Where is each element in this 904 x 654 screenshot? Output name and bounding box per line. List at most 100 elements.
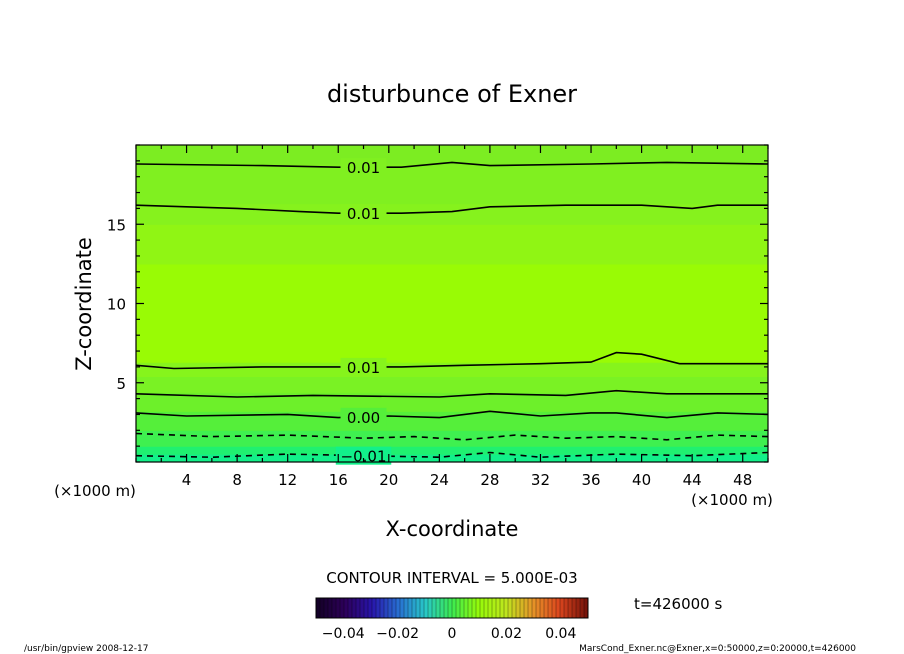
axis-ticks <box>135 144 769 463</box>
colorbar-strip <box>440 598 445 618</box>
y-tick-label: 5 <box>116 375 126 393</box>
colorbar-strip <box>344 598 349 618</box>
colorbar-strip <box>396 598 401 618</box>
x-tick-label: 8 <box>232 471 242 489</box>
contour-line <box>136 451 768 459</box>
x-tick-label: 28 <box>480 471 499 489</box>
colorbar-tick-label: 0.02 <box>491 626 522 642</box>
colorbar-strip <box>536 598 541 618</box>
contour-line <box>136 161 768 168</box>
field-band <box>136 263 768 363</box>
contour-label-bg <box>340 158 387 177</box>
colorbar-strip <box>412 598 417 618</box>
colorbar-strip <box>448 598 453 618</box>
field-band <box>136 164 768 205</box>
y-tick-labels: 5 10 15 <box>107 216 126 393</box>
y-axis-label: Z-coordinate <box>72 237 96 371</box>
x-tick-label: 16 <box>329 471 348 489</box>
colorbar-tick-label: −0.02 <box>376 626 419 642</box>
colorbar-strip <box>544 598 549 618</box>
colorbar-strip <box>400 598 405 618</box>
colorbar-frame <box>315 597 589 619</box>
colorbar-strip <box>520 598 525 618</box>
x-tick-label: 12 <box>278 471 297 489</box>
contour-label: 0.01 <box>347 205 380 223</box>
x-unit-label: (×1000 m) <box>691 491 773 509</box>
x-tick-label: 32 <box>531 471 550 489</box>
x-tick-labels: 4 8 12 16 20 24 28 32 36 40 44 48 <box>182 471 752 489</box>
colorbar-strip <box>424 598 429 618</box>
contour-line <box>136 204 768 214</box>
x-tick-label: 24 <box>430 471 449 489</box>
contour-line <box>136 432 768 441</box>
footer-right: MarsCond_Exner.nc@Exner,x=0:50000,z=0:20… <box>579 644 856 654</box>
field-bands <box>136 145 768 462</box>
colorbar-strip <box>364 598 369 618</box>
colorbar-strip <box>408 598 413 618</box>
x-tick-label: 36 <box>581 471 600 489</box>
colorbar-strip <box>584 598 589 618</box>
colorbar-strip <box>492 598 497 618</box>
contour-line <box>136 351 768 370</box>
colorbar-strip <box>560 598 565 618</box>
x-tick-label: 48 <box>733 471 752 489</box>
colorbar-strip <box>380 598 385 618</box>
colorbar-strip <box>516 598 521 618</box>
field-band <box>136 446 768 455</box>
colorbar-strip <box>564 598 569 618</box>
colorbar-strip <box>548 598 553 618</box>
colorbar-strip <box>324 598 329 618</box>
colorbar-strip <box>552 598 557 618</box>
colorbar-strip <box>524 598 529 618</box>
colorbar-strip <box>368 598 373 618</box>
colorbar: −0.04 −0.02 0 0.02 0.04 <box>315 597 589 642</box>
field-band <box>136 454 768 462</box>
colorbar-strip <box>404 598 409 618</box>
colorbar-strip <box>468 598 473 618</box>
colorbar-strip <box>480 598 485 618</box>
colorbar-strip <box>500 598 505 618</box>
x-tick-label: 4 <box>182 471 192 489</box>
colorbar-tick-labels: −0.04 −0.02 0 0.02 0.04 <box>322 626 577 642</box>
field-band <box>136 362 768 378</box>
field-band <box>136 224 768 265</box>
colorbar-strip <box>376 598 381 618</box>
colorbar-strip <box>416 598 421 618</box>
colorbar-strip <box>320 598 325 618</box>
colorbar-strip <box>388 598 393 618</box>
colorbar-strip <box>456 598 461 618</box>
field-band <box>136 430 768 447</box>
colorbar-strip <box>460 598 465 618</box>
contour-label-bg <box>340 204 387 223</box>
colorbar-strip <box>464 598 469 618</box>
colorbar-strip <box>508 598 513 618</box>
colorbar-strip <box>372 598 377 618</box>
colorbar-strip <box>384 598 389 618</box>
contour-label-bg <box>340 357 387 376</box>
colorbar-strip <box>512 598 517 618</box>
y-tick-label: 15 <box>107 216 126 234</box>
colorbar-strip <box>420 598 425 618</box>
colorbar-strip <box>360 598 365 618</box>
colorbar-strip <box>428 598 433 618</box>
field-band <box>136 145 768 165</box>
colorbar-strip <box>504 598 509 618</box>
colorbar-strip <box>444 598 449 618</box>
colorbar-tick-label: 0.04 <box>545 626 576 642</box>
contour-label: 0.01 <box>347 359 380 377</box>
chart-title: disturbunce of Exner <box>327 80 577 108</box>
colorbar-strip <box>328 598 333 618</box>
colorbar-strip <box>476 598 481 618</box>
colorbar-strip <box>348 598 353 618</box>
contour-label-bg <box>335 446 392 465</box>
field-band <box>136 203 768 225</box>
colorbar-strip <box>556 598 561 618</box>
colorbar-tick-label: 0 <box>448 626 457 642</box>
colorbar-strip <box>340 598 345 618</box>
colorbar-strip <box>580 598 585 618</box>
colorbar-strip <box>356 598 361 618</box>
footer-left: /usr/bin/gpview 2008-12-17 <box>24 644 148 654</box>
colorbar-strip <box>332 598 337 618</box>
colorbar-strip <box>540 598 545 618</box>
